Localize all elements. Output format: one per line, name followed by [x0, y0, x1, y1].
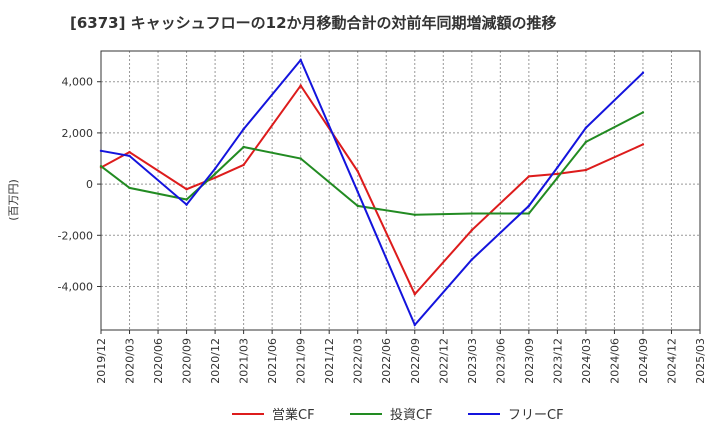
- legend-label-1: 投資CF: [390, 407, 433, 423]
- series-point-2: [213, 167, 217, 170]
- series-point-0: [413, 292, 416, 296]
- series-point-1: [185, 198, 188, 201]
- legend-label-0: 営業CF: [272, 407, 315, 423]
- x-tick-label: 2019/12: [95, 338, 108, 384]
- series-point-1: [413, 213, 416, 217]
- x-tick-label: 2022/09: [409, 338, 422, 384]
- series-point-2: [242, 127, 245, 131]
- y-tick-label: -4,000: [58, 280, 93, 293]
- y-tick-label: 0: [86, 178, 93, 191]
- series-point-2: [356, 190, 359, 193]
- x-tick-label: 2023/03: [466, 338, 479, 384]
- x-tick-label: 2020/12: [209, 338, 222, 384]
- series-point-2: [413, 323, 416, 327]
- series-point-2: [470, 258, 474, 261]
- series-point-2: [299, 58, 302, 62]
- y-axis-label: (百万円): [7, 179, 20, 221]
- series-point-0: [213, 176, 217, 179]
- series-point-2: [641, 71, 645, 74]
- series-point-0: [556, 172, 559, 176]
- y-axis: -4,000 -2,000 0 2,000 4,000: [58, 76, 101, 293]
- x-tick-label: 2022/06: [380, 338, 393, 384]
- x-tick-label: 2023/12: [551, 338, 564, 384]
- series-point-2: [185, 203, 188, 206]
- x-tick-label: 2024/03: [580, 338, 593, 384]
- x-axis: 2019/12 2020/03 2020/06 2020/09 2020/12 2021/…: [95, 330, 707, 384]
- series-point-0: [527, 175, 531, 178]
- x-tick-label: 2021/12: [323, 338, 336, 384]
- x-tick-label: 2020/09: [181, 338, 194, 384]
- x-tick-label: 2021/06: [266, 338, 279, 384]
- x-tick-label: 2021/03: [238, 338, 251, 384]
- series-point-2: [556, 166, 559, 169]
- x-tick-label: 2024/09: [637, 338, 650, 384]
- series-point-0: [242, 163, 245, 167]
- series-point-0: [128, 150, 131, 154]
- series-point-2: [99, 149, 103, 153]
- x-tick-label: 2021/09: [295, 338, 308, 384]
- plot-area: [100, 50, 701, 331]
- chart-title: [6373] キャッシュフローの12か月移動合計の対前年同期増減額の推移: [70, 14, 557, 32]
- series-point-1: [299, 157, 302, 160]
- series-point-1: [584, 140, 588, 144]
- series-point-0: [641, 143, 645, 146]
- x-tick-label: 2024/12: [665, 338, 678, 384]
- series-point-1: [356, 204, 359, 208]
- y-tick-label: -2,000: [58, 229, 93, 242]
- series-point-0: [185, 188, 188, 191]
- series-point-1: [556, 176, 559, 179]
- series-point-1: [527, 212, 531, 215]
- series-point-1: [242, 145, 245, 149]
- x-tick-label: 2020/03: [124, 338, 137, 384]
- series-point-2: [527, 204, 531, 208]
- legend-label-2: フリーCF: [508, 408, 564, 423]
- series-point-1: [641, 111, 645, 114]
- x-tick-label: 2023/06: [494, 338, 507, 384]
- series-point-0: [299, 84, 302, 87]
- x-tick-label: 2025/03: [694, 338, 707, 384]
- x-tick-label: 2024/06: [608, 338, 621, 384]
- series-line-1: [100, 111, 644, 216]
- x-tick-label: 2023/09: [523, 338, 536, 384]
- series-line-0: [100, 83, 644, 297]
- series-point-0: [584, 168, 588, 172]
- series-point-0: [470, 228, 474, 232]
- series-point-1: [99, 164, 103, 168]
- series-point-2: [584, 126, 588, 129]
- x-tick-label: 2022/12: [437, 338, 450, 384]
- series-lines: [99, 58, 645, 327]
- y-tick-label: 2,000: [62, 127, 94, 140]
- grid: [101, 51, 700, 330]
- x-tick-label: 2022/03: [352, 338, 365, 384]
- series-point-0: [356, 170, 359, 173]
- y-tick-label: 4,000: [62, 76, 94, 89]
- legend: 営業CF 投資CF フリーCF: [232, 407, 564, 423]
- series-point-1: [470, 212, 474, 215]
- series-point-2: [128, 154, 131, 158]
- series-line-2: [100, 58, 644, 327]
- series-point-1: [128, 186, 131, 190]
- series-point-1: [213, 172, 217, 176]
- x-tick-label: 2020/06: [152, 338, 165, 384]
